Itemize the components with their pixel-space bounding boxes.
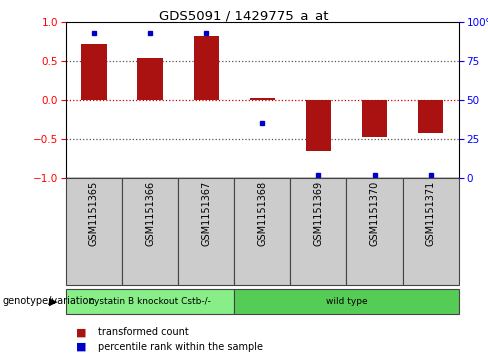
Bar — [81, 44, 106, 100]
Bar — [346, 178, 403, 285]
Bar — [234, 289, 459, 314]
Bar — [403, 178, 459, 285]
Bar — [306, 100, 331, 151]
Bar — [66, 178, 122, 285]
Text: transformed count: transformed count — [98, 327, 188, 337]
Bar — [194, 36, 219, 100]
Bar — [138, 58, 163, 100]
Text: genotype/variation: genotype/variation — [2, 296, 95, 306]
Text: GSM1151367: GSM1151367 — [201, 181, 211, 246]
Text: GSM1151368: GSM1151368 — [257, 181, 267, 246]
Text: cystatin B knockout Cstb-/-: cystatin B knockout Cstb-/- — [89, 297, 211, 306]
Text: GSM1151369: GSM1151369 — [313, 181, 324, 246]
Text: ▶: ▶ — [49, 296, 58, 306]
Bar — [250, 98, 275, 100]
Text: GSM1151370: GSM1151370 — [369, 181, 380, 246]
Text: ■: ■ — [76, 342, 86, 352]
Bar — [122, 178, 178, 285]
Bar — [290, 178, 346, 285]
Text: GSM1151365: GSM1151365 — [89, 181, 99, 246]
Text: GSM1151371: GSM1151371 — [426, 181, 436, 246]
Text: GSM1151366: GSM1151366 — [145, 181, 155, 246]
Bar — [66, 289, 234, 314]
Bar — [178, 178, 234, 285]
Text: ■: ■ — [76, 327, 86, 337]
Bar — [362, 100, 387, 136]
Bar — [234, 178, 290, 285]
Bar — [418, 100, 443, 133]
Text: percentile rank within the sample: percentile rank within the sample — [98, 342, 263, 352]
Text: wild type: wild type — [325, 297, 367, 306]
Text: GDS5091 / 1429775_a_at: GDS5091 / 1429775_a_at — [159, 9, 329, 22]
